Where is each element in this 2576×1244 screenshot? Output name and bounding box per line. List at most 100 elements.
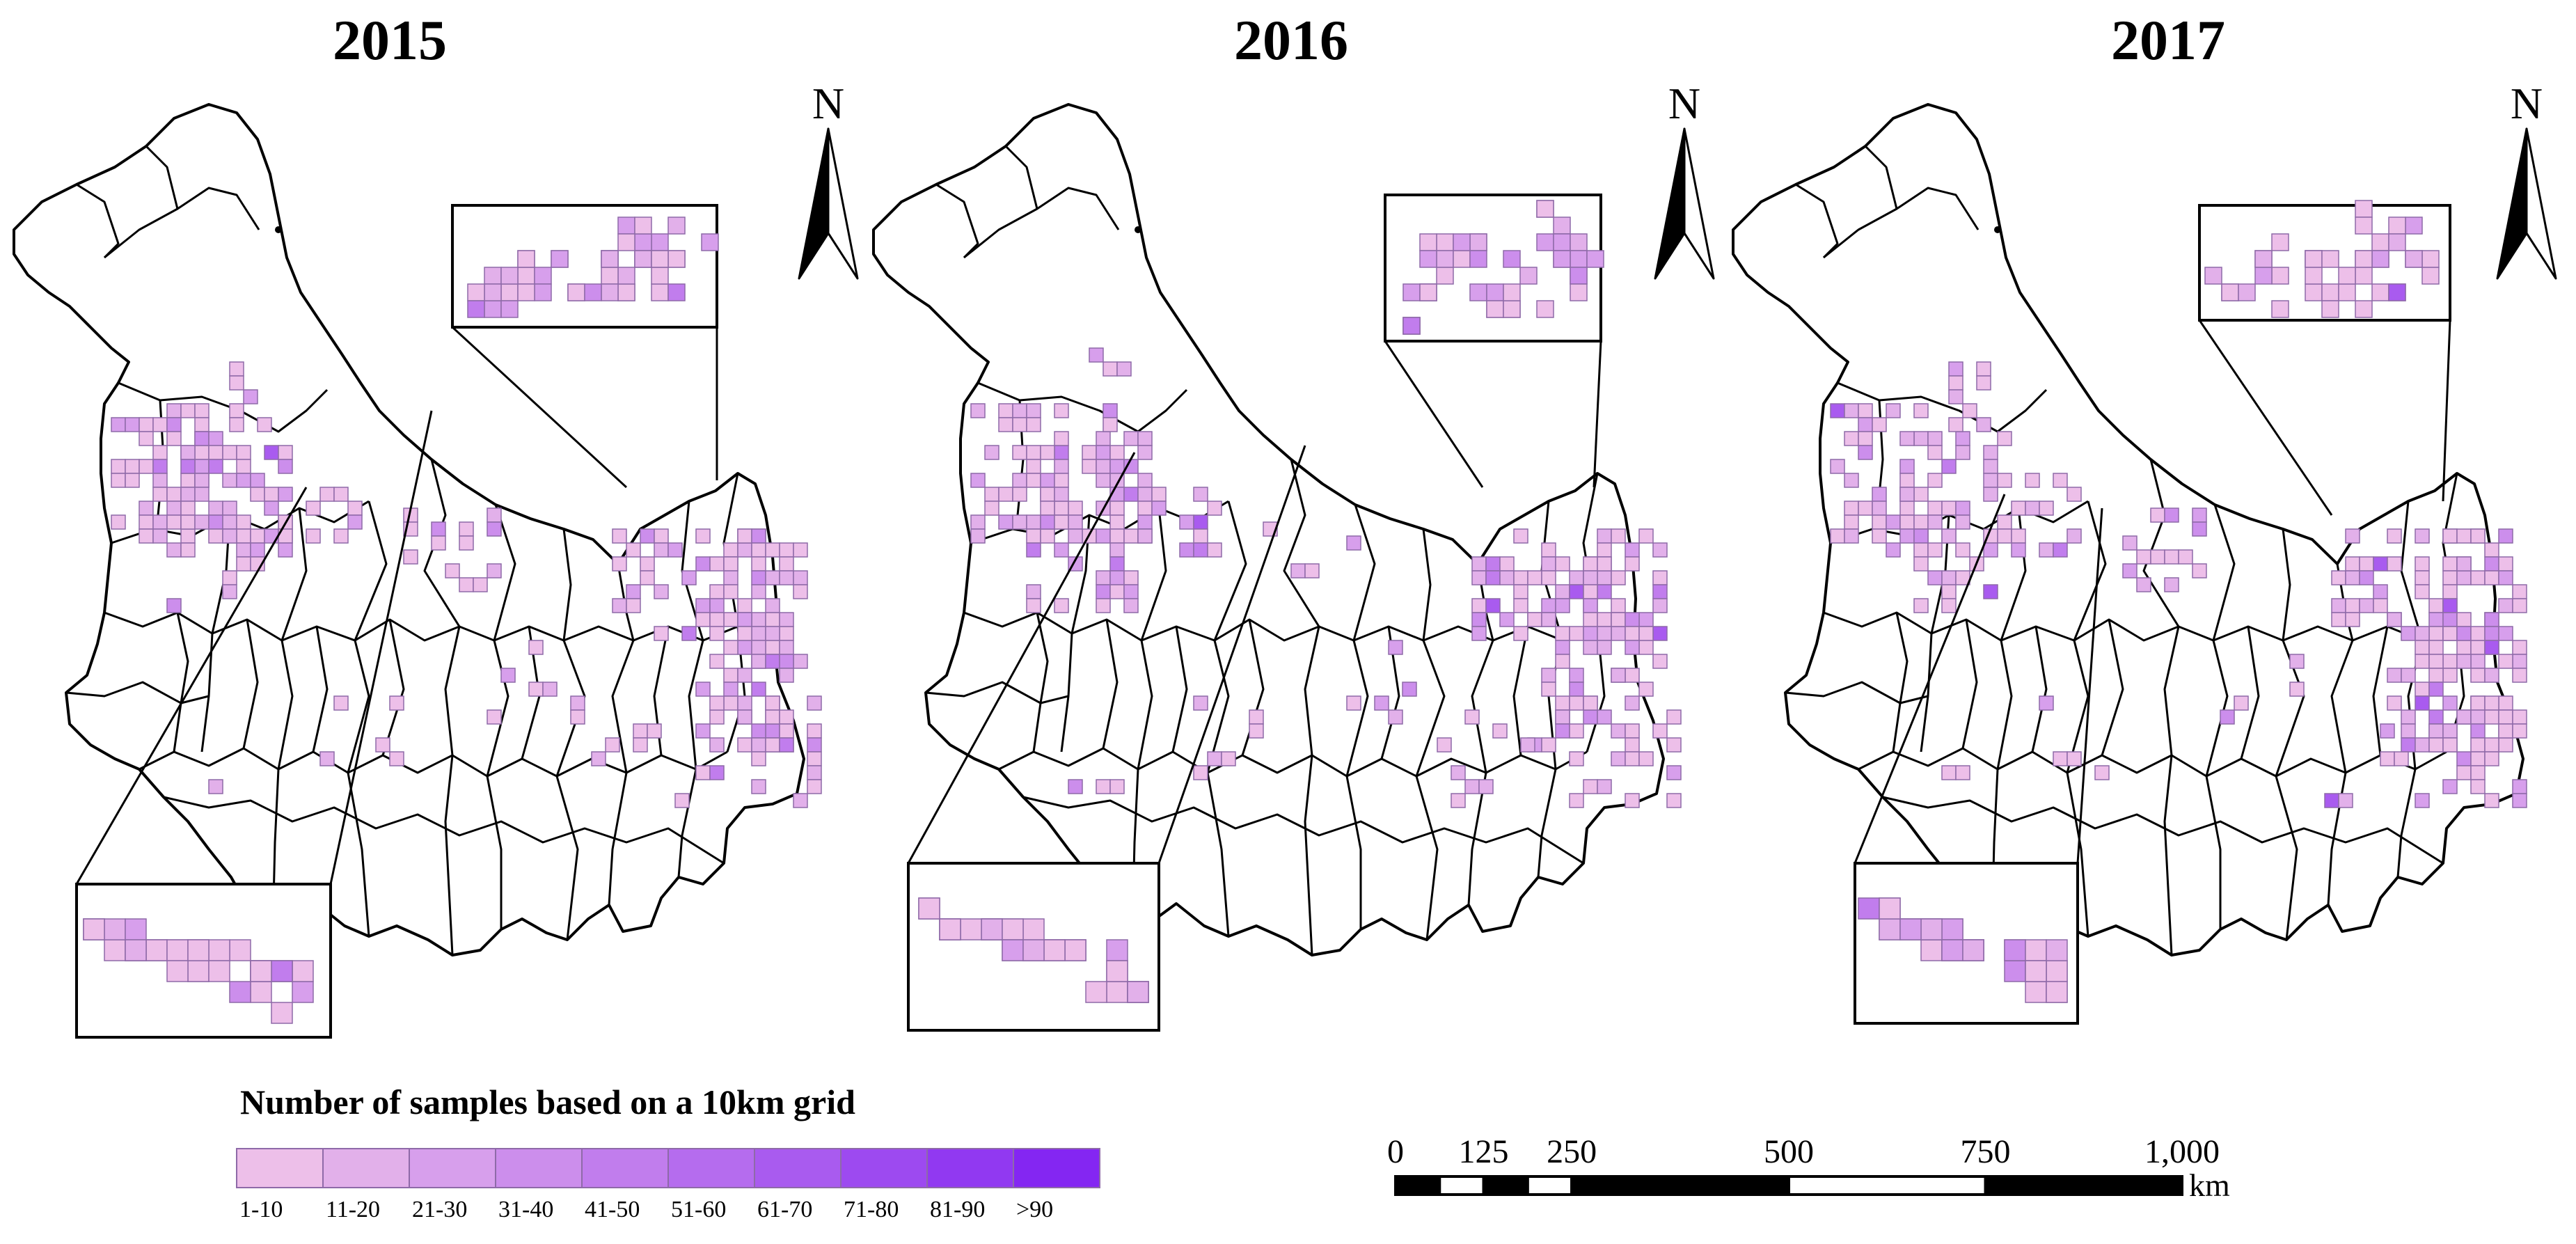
sample-cell [1611,612,1626,627]
sample-cell [1106,960,1128,982]
sample-cell [1913,542,1929,558]
sample-cell [1625,640,1640,655]
sample-cell [2025,501,2040,516]
legend-label: 21-30 [412,1197,467,1222]
sample-cell [1976,417,1991,432]
sample-cell [1555,640,1570,655]
sample-cell [166,960,189,982]
sample-cell [104,939,126,961]
sample-cell [2355,250,2373,268]
sample-cell [1611,626,1626,641]
sample-cell [467,283,485,301]
sample-cell [1486,300,1504,318]
sample-cell [1109,570,1125,585]
sample-cell [83,918,105,940]
sample-cell [1941,918,1963,940]
sample-cell [2046,939,2068,961]
sample-cell [2371,233,2389,251]
sample-cell [180,487,196,502]
sample-cell [1485,598,1501,613]
sample-cell [180,501,196,516]
sample-cell [1899,431,1915,446]
sample-cell [2484,709,2499,725]
sample-cell [1193,487,1208,502]
sample-cell [1997,514,2012,530]
sample-cell [1207,542,1222,558]
sample-cell [1485,556,1501,572]
sample-cell [1597,779,1612,794]
inset-lower-grid-2016 [918,897,1149,1003]
sample-cell [2470,737,2486,753]
sample-cell [1844,431,1859,446]
sample-cell [2470,668,2486,683]
sample-cell [1913,598,1929,613]
sample-cell [1955,765,1970,780]
sample-cell [1096,779,1111,794]
legend: Number of samples based on a 10km grid 1… [236,1082,1100,1222]
sample-cell [152,487,168,502]
sample-cell [1611,668,1626,683]
sample-cell [1597,528,1612,544]
sample-cell [347,501,363,516]
sample-cell [487,709,502,725]
inset-lower-2017 [1854,494,2103,1025]
scale-segment [1394,1175,1441,1196]
sample-cell [1983,445,1998,460]
sample-cell [709,556,725,572]
sample-cell [2011,528,2026,544]
sample-cell [1471,626,1487,641]
sample-cell [2220,709,2235,725]
sample-cell [1520,737,1535,753]
sample-cell [1106,939,1128,961]
sample-cell [1569,695,1584,711]
sample-cell [1625,542,1640,558]
sample-cell [1858,445,1873,460]
sample-cell [1137,487,1153,502]
sample-cell [2345,612,2360,627]
sample-cell [208,779,223,794]
sample-cell [1096,459,1111,474]
sample-cell [1464,779,1480,794]
sample-cell [208,939,230,961]
sample-cell [2025,981,2047,1003]
sample-cell [1513,584,1528,599]
sample-cell [194,445,210,460]
sample-cell [1638,751,1654,766]
legend-label: 1-10 [239,1197,283,1222]
legend-label: 51-60 [671,1197,726,1222]
sample-cell [2067,751,2082,766]
sample-cell [1597,570,1612,585]
sample-cell [1879,918,1901,940]
sample-cell [1948,417,1963,432]
sample-cell [737,668,752,683]
sample-cell [375,737,390,753]
sample-cell [981,918,1003,940]
legend-swatch [495,1148,583,1188]
sample-cell [1611,598,1626,613]
sample-cell [2428,598,2444,613]
sample-cell [1040,528,1055,544]
sample-cell [2359,598,2374,613]
sample-cell [2373,584,2388,599]
sample-cell [667,250,686,268]
sample-cell [1123,431,1139,446]
sample-cell [2498,528,2513,544]
sample-cell [1503,300,1521,318]
sample-cell [152,417,168,432]
sample-cell [2025,960,2047,982]
sample-cell [467,300,485,318]
north-label-2017: N [2511,79,2543,128]
sample-cell [1536,233,1554,251]
sample-cell [1983,542,1998,558]
sample-cell [1962,403,1977,418]
sample-cell [139,501,154,516]
legend-label: 41-50 [585,1197,640,1222]
sample-cell [2456,556,2472,572]
sample-cell [1123,598,1139,613]
sample-cell [2456,570,2472,585]
sample-cell [2428,723,2444,739]
legend-label: 31-40 [498,1197,553,1222]
sample-cell [1569,723,1584,739]
sample-cell [2401,737,2416,753]
sample-cell [487,521,502,537]
